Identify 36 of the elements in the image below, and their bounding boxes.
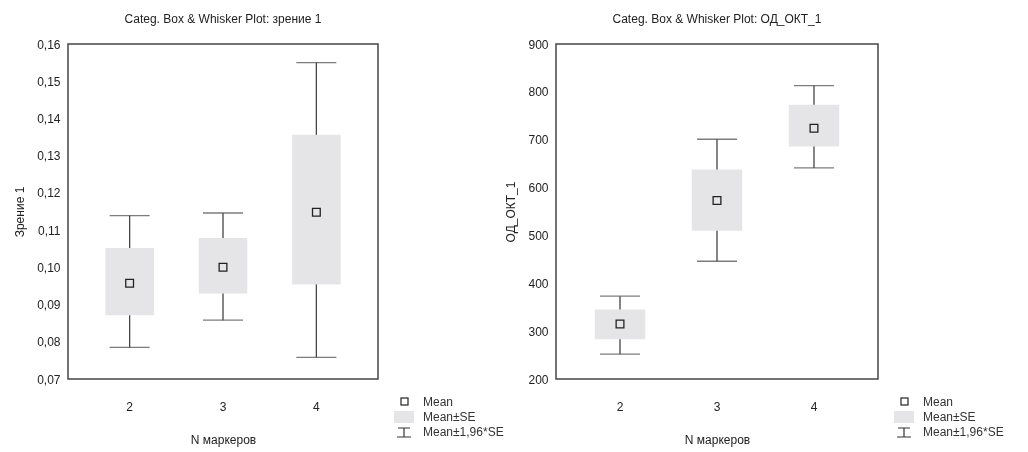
y-tick-label: 0,13: [37, 149, 61, 164]
y-tick-label: 0,07: [37, 372, 61, 387]
y-axis-title: Зрение 1: [13, 186, 28, 238]
y-tick-label: 0,10: [37, 260, 61, 275]
y-tick-label: 300: [528, 324, 549, 339]
x-axis-title: N маркеров: [190, 432, 257, 447]
x-tick-label: 3: [713, 399, 721, 414]
y-tick-label: 0,11: [38, 223, 61, 238]
text: Mean: [923, 394, 954, 409]
y-axis-title: ОД_ОКТ_1: [504, 181, 519, 243]
x-tick-label: 2: [126, 399, 134, 414]
x-tick-label: 4: [313, 399, 321, 414]
text: Mean±SE: [423, 409, 476, 424]
y-tick-label: 0,12: [37, 186, 61, 201]
y-tick-label: 200: [528, 372, 549, 387]
y-tick-label: 0,15: [37, 74, 61, 89]
x-tick-label: 4: [810, 399, 818, 414]
y-tick-label: 0,09: [37, 298, 61, 313]
y-tick-label: 600: [528, 181, 549, 196]
y-tick-label: 0,14: [37, 111, 61, 126]
y-tick-label: 500: [528, 228, 549, 243]
y-tick-label: 0,08: [37, 335, 61, 350]
text: Mean±1,96*SE: [923, 424, 1004, 439]
y-tick-label: 900: [528, 37, 549, 52]
text: Mean±SE: [923, 409, 976, 424]
y-tick-label: 800: [528, 85, 549, 100]
y-tick-label: 400: [528, 276, 549, 291]
chart-title: Categ. Box & Whisker Plot: ОД_ОКТ_1: [612, 12, 822, 26]
x-tick-label: 3: [219, 399, 227, 414]
chart-title: Categ. Box & Whisker Plot: зрение 1: [124, 12, 322, 26]
text: Mean±1,96*SE: [423, 424, 504, 439]
x-tick-label: 2: [616, 399, 624, 414]
x-axis-title: N маркеров: [684, 432, 751, 447]
text: Mean: [423, 394, 454, 409]
y-tick-label: 700: [528, 133, 549, 148]
y-tick-label: 0,16: [37, 37, 61, 52]
